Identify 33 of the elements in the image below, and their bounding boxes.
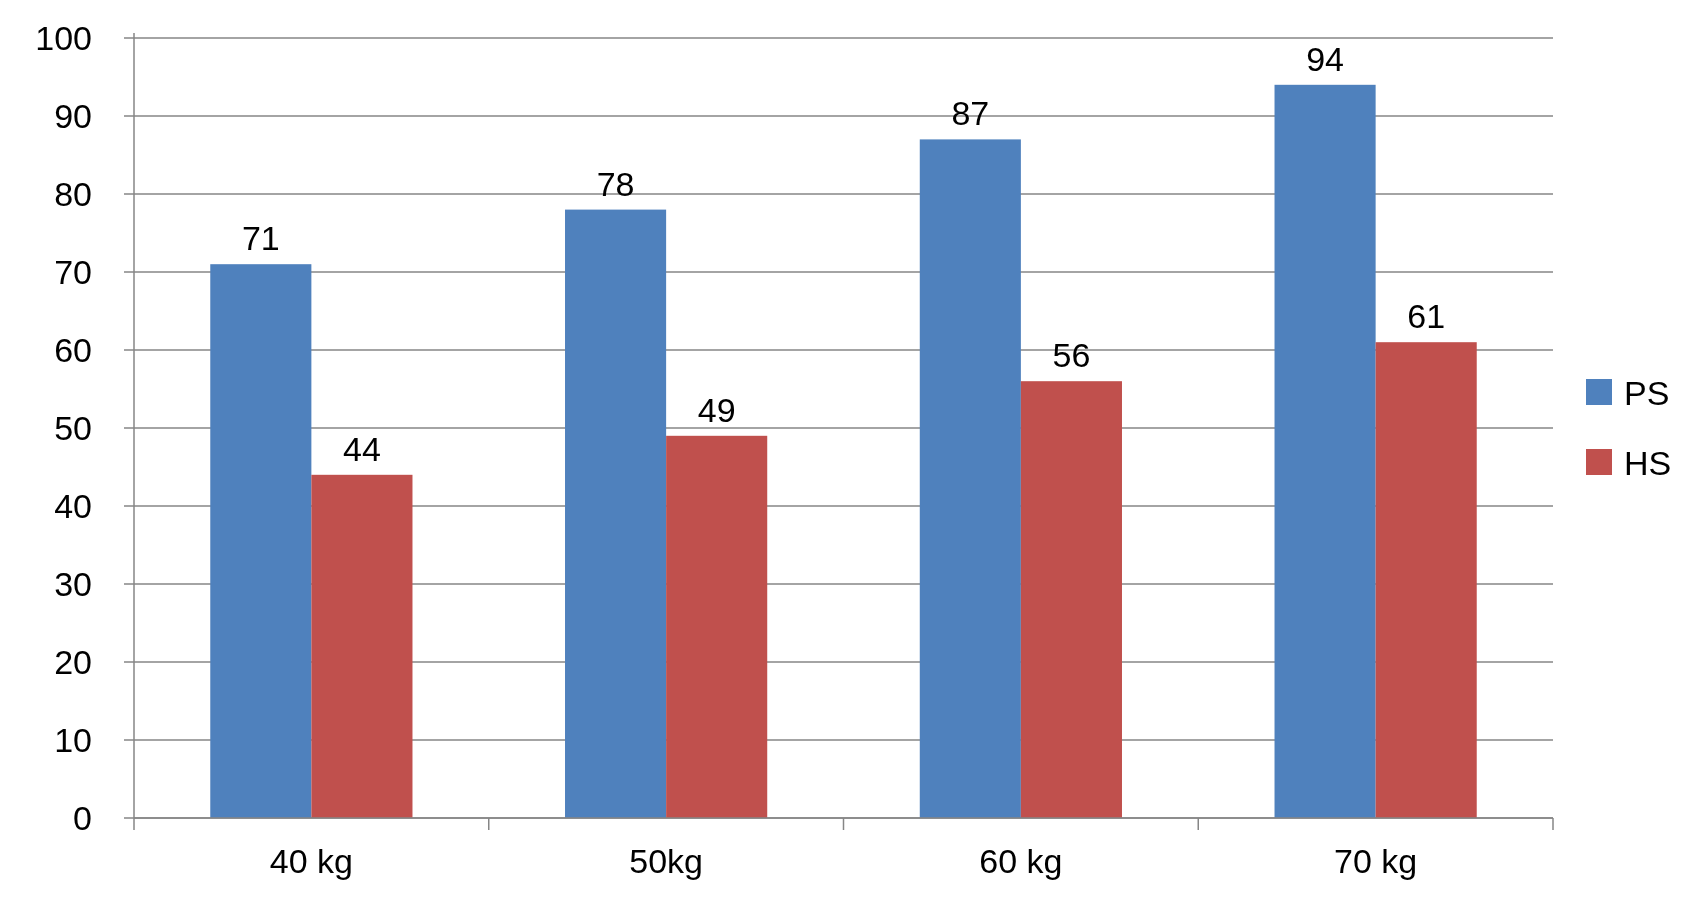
y-tick-label: 80 bbox=[54, 174, 92, 213]
data-label: 49 bbox=[697, 390, 736, 429]
bar bbox=[565, 209, 667, 818]
data-label: 61 bbox=[1407, 297, 1446, 336]
data-label: 94 bbox=[1306, 39, 1344, 78]
data-label: 78 bbox=[596, 164, 635, 203]
y-tick-label: 0 bbox=[73, 798, 92, 837]
y-tick-label: 90 bbox=[54, 96, 92, 135]
bar bbox=[666, 435, 768, 818]
legend-label: HS bbox=[1624, 443, 1672, 482]
data-label: 87 bbox=[951, 94, 990, 133]
y-tick-label: 10 bbox=[54, 720, 92, 759]
y-tick-label: 50 bbox=[54, 408, 92, 447]
y-tick-label: 70 bbox=[54, 252, 92, 291]
bar bbox=[919, 139, 1021, 818]
x-tick-label: 50kg bbox=[629, 842, 703, 880]
data-label: 56 bbox=[1052, 336, 1091, 375]
x-tick-label: 40 kg bbox=[269, 842, 353, 880]
bar bbox=[311, 474, 413, 818]
legend-label: PS bbox=[1624, 373, 1670, 412]
y-tick-label: 30 bbox=[54, 564, 92, 603]
bar bbox=[210, 264, 312, 818]
bar bbox=[1020, 381, 1122, 818]
data-label: 44 bbox=[343, 429, 381, 468]
x-tick-label: 60 kg bbox=[979, 842, 1063, 880]
y-tick-label: 100 bbox=[35, 18, 92, 57]
y-tick-label: 20 bbox=[54, 642, 92, 681]
bar bbox=[1274, 84, 1376, 818]
x-tick-label: 70 kg bbox=[1334, 842, 1418, 880]
bar bbox=[1375, 342, 1477, 818]
y-tick-label: 60 bbox=[54, 330, 92, 369]
data-label: 71 bbox=[241, 219, 280, 258]
y-tick-label: 40 bbox=[54, 486, 92, 525]
